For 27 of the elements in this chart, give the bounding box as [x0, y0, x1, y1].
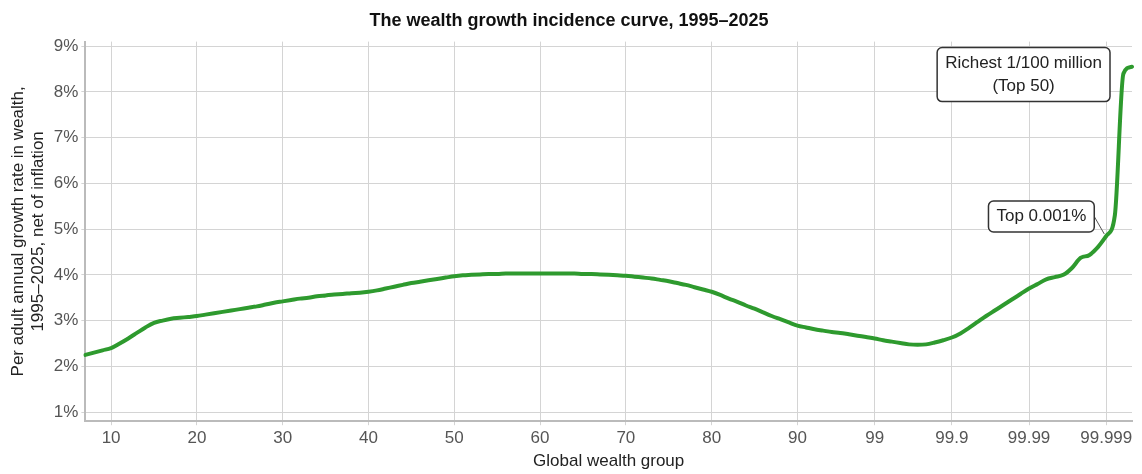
- x-tick-label: 99.9: [935, 428, 969, 448]
- y-tick-label: 5%: [53, 218, 79, 238]
- annotation: Top 0.001%: [996, 206, 1087, 226]
- x-tick-label: 50: [444, 428, 464, 448]
- x-tick-label: 40: [359, 428, 378, 448]
- x-tick-label: 90: [787, 428, 807, 448]
- y-tick-label: 1%: [53, 401, 79, 421]
- x-tick-label: 10: [101, 428, 121, 448]
- y-tick-label: 7%: [53, 127, 79, 147]
- y-tick-label: 6%: [53, 173, 79, 193]
- x-tick-label: 30: [273, 428, 293, 448]
- y-axis-title: Per adult annual growth rate in wealth, 1995–2025, net of inflation: [7, 86, 48, 377]
- x-tick-label: 20: [187, 428, 207, 448]
- x-tick-label: 60: [530, 428, 550, 448]
- y-tick-label: 3%: [53, 310, 79, 330]
- x-tick-label: 99.99: [1007, 428, 1051, 448]
- x-axis-title: Global wealth group: [533, 451, 685, 471]
- x-tick-label: 80: [702, 428, 722, 448]
- chart-title: The wealth growth incidence curve, 1995–2025: [369, 9, 769, 30]
- annotation: Richest 1/100 million (Top 50): [945, 52, 1102, 95]
- y-tick-label: 8%: [53, 81, 79, 101]
- y-tick-label: 9%: [53, 35, 79, 55]
- x-tick-label: 99.999: [1080, 428, 1133, 448]
- y-tick-label: 4%: [53, 264, 79, 284]
- x-tick-label: 70: [616, 428, 636, 448]
- y-tick-label: 2%: [53, 356, 79, 376]
- x-tick-label: 99: [865, 428, 885, 448]
